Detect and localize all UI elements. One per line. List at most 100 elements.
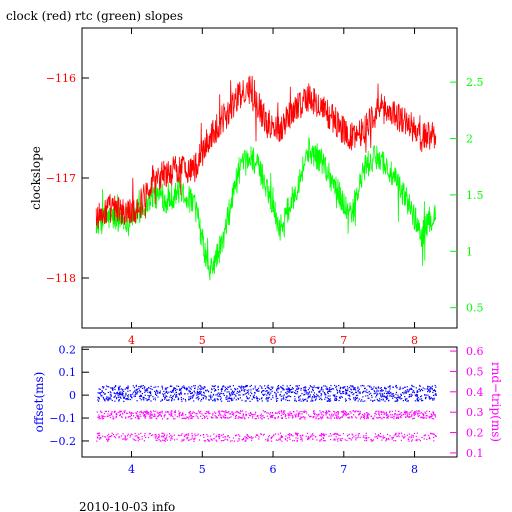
- offset-point: [244, 400, 246, 402]
- rnd-trip-point: [154, 413, 156, 416]
- offset-point: [257, 387, 260, 389]
- offset-point: [123, 390, 125, 392]
- rnd-trip-point: [165, 411, 167, 413]
- rnd-trip-point: [248, 413, 250, 415]
- rnd-trip-point: [365, 412, 367, 414]
- offset-point: [174, 393, 176, 395]
- offset-point: [214, 389, 216, 391]
- y-tick-label: −118: [46, 272, 76, 285]
- rnd-trip-point: [296, 433, 298, 435]
- offset-point: [196, 394, 198, 396]
- rnd-trip-point: [270, 437, 272, 439]
- offset-point: [147, 391, 149, 393]
- offset-point: [397, 396, 399, 398]
- offset-point: [115, 398, 118, 400]
- offset-point: [309, 396, 311, 398]
- offset-point: [267, 397, 269, 399]
- rnd-trip-point: [203, 436, 205, 438]
- offset-point: [173, 399, 175, 401]
- rnd-trip-point: [114, 437, 117, 439]
- offset-point: [345, 391, 347, 393]
- rnd-trip-point: [122, 413, 124, 415]
- offset-point: [100, 391, 102, 394]
- offset-point: [388, 391, 390, 393]
- rnd-trip-point: [149, 417, 151, 419]
- offset-point: [106, 398, 108, 400]
- rnd-trip-point: [190, 413, 192, 415]
- rnd-trip-point: [124, 436, 127, 438]
- rnd-trip-point: [133, 439, 135, 441]
- offset-point: [303, 386, 305, 389]
- offset-point: [148, 397, 150, 399]
- offset-point: [392, 393, 394, 395]
- offset-point: [323, 392, 326, 394]
- rnd-trip-point: [155, 417, 157, 419]
- rnd-trip-point: [426, 438, 428, 441]
- rnd-trip-point: [142, 412, 144, 414]
- footer-date: 2010-10-03 info: [79, 500, 175, 512]
- rnd-trip-point: [285, 417, 287, 419]
- offset-point: [172, 391, 174, 393]
- offset-point: [227, 386, 229, 388]
- offset-point: [199, 393, 201, 395]
- rnd-trip-point: [277, 439, 279, 441]
- offset-point: [129, 390, 131, 392]
- rnd-trip-point: [194, 438, 196, 440]
- rnd-trip-point: [404, 412, 406, 414]
- rnd-trip-point: [97, 437, 99, 439]
- rnd-trip-point: [277, 417, 279, 419]
- rnd-trip-point: [216, 440, 218, 442]
- rnd-trip-point: [378, 413, 380, 415]
- offset-point: [237, 398, 240, 400]
- rnd-trip-point: [411, 440, 413, 442]
- offset-point: [264, 385, 266, 387]
- rnd-trip-point: [188, 418, 190, 420]
- offset-point: [285, 397, 288, 399]
- offset-point: [324, 385, 326, 387]
- rnd-trip-point: [217, 435, 220, 438]
- offset-point: [318, 391, 320, 393]
- y2-tick-label: 0.1: [466, 447, 484, 460]
- offset-point: [350, 388, 352, 390]
- rnd-trip-point: [288, 413, 290, 415]
- rnd-trip-point: [335, 436, 337, 438]
- rnd-trip-point: [210, 416, 212, 418]
- offset-point: [353, 398, 355, 400]
- offset-point: [282, 389, 284, 391]
- x-tick-label: 5: [199, 334, 206, 347]
- rnd-trip-point: [311, 435, 313, 437]
- offset-point: [290, 389, 292, 391]
- rnd-trip-point: [381, 439, 383, 441]
- offset-axis-label: offset(ms): [32, 372, 46, 433]
- rnd-trip-point: [132, 412, 134, 414]
- offset-point: [376, 389, 378, 391]
- offset-point: [396, 399, 398, 401]
- rnd-trip-point: [156, 435, 158, 437]
- rnd-trip-point: [296, 440, 298, 442]
- offset-point: [342, 386, 344, 388]
- rnd-trip-point: [303, 411, 305, 413]
- offset-point: [109, 396, 111, 398]
- offset-point: [117, 395, 119, 397]
- rnd-trip-point: [424, 411, 426, 413]
- rnd-trip-point: [334, 432, 336, 434]
- rnd-trip-point: [364, 437, 366, 439]
- rnd-trip-point: [144, 435, 146, 437]
- offset-point: [227, 400, 229, 402]
- offset-point: [315, 395, 317, 397]
- rnd-trip-point: [400, 412, 402, 414]
- rnd-trip-point: [320, 418, 322, 420]
- rnd-trip-point: [96, 433, 98, 435]
- rnd-trip-point: [207, 439, 209, 441]
- offset-point: [109, 394, 111, 396]
- offset-point: [305, 398, 307, 400]
- rnd-trip-point: [140, 411, 142, 413]
- rnd-trip-point: [430, 415, 432, 418]
- rnd-trip-point: [423, 417, 425, 419]
- offset-point: [315, 397, 317, 399]
- rnd-trip-point: [433, 436, 435, 439]
- offset-point: [236, 390, 239, 393]
- offset-point: [287, 391, 290, 393]
- offset-point: [357, 390, 359, 392]
- offset-point: [103, 392, 105, 394]
